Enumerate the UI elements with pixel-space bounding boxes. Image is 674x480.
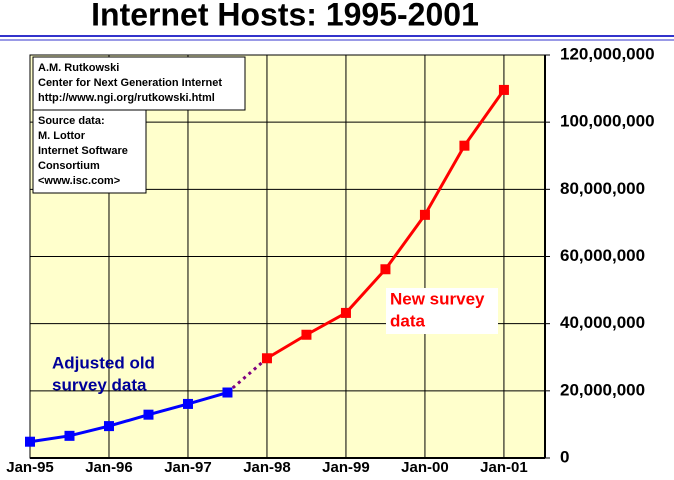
annotation-bg: [386, 288, 498, 334]
source-text: Consortium: [38, 160, 100, 172]
series-line: [29, 391, 228, 444]
source-box: [32, 56, 246, 111]
data-point: [459, 140, 470, 151]
source-text: M. Lottor: [38, 130, 86, 142]
data-point: [25, 436, 35, 447]
x-tick-label: Jan-97: [164, 459, 212, 476]
data-point: [340, 307, 351, 318]
x-tick-label: Jan-98: [243, 459, 291, 476]
annotation: data: [390, 311, 426, 330]
data-point: [419, 209, 430, 220]
chart-title: Internet Hosts: 1995-2001: [91, 0, 479, 32]
data-point: [222, 387, 233, 398]
source-text: Internet Software: [38, 145, 128, 157]
data-point: [182, 398, 193, 409]
data-point: [380, 264, 391, 275]
y-tick-label: 60,000,000: [560, 246, 645, 265]
y-tick-label: 120,000,000: [560, 44, 655, 63]
data-point: [301, 329, 312, 340]
x-tick-label: Jan-99: [322, 459, 370, 476]
x-tick-label: Jan-01: [480, 459, 528, 476]
y-tick-label: 80,000,000: [560, 179, 645, 198]
data-point: [261, 353, 272, 364]
x-tick-label: Jan-95: [6, 459, 54, 476]
annotation: survey data: [52, 375, 147, 394]
y-tick-label: 40,000,000: [560, 313, 645, 332]
data-point: [103, 421, 114, 432]
y-tick-label: 20,000,000: [560, 380, 645, 399]
source-text: A.M. Rutkowski: [38, 62, 119, 74]
source-text: Center for Next Generation Internet: [38, 77, 222, 89]
survey-connector: [226, 357, 268, 394]
source-text: <www.isc.com>: [38, 175, 120, 187]
y-tick-label: 0: [560, 447, 569, 466]
annotation: New survey: [390, 289, 485, 308]
annotation: Adjusted old: [52, 353, 155, 372]
x-tick-label: Jan-96: [85, 459, 133, 476]
source-text: Source data:: [38, 115, 105, 127]
data-point: [143, 409, 154, 420]
data-point: [64, 430, 75, 441]
y-tick-label: 100,000,000: [560, 112, 655, 131]
source-text: http://www.ngi.org/rutkowski.html: [38, 92, 215, 104]
x-tick-label: Jan-00: [401, 459, 449, 476]
source-box: [32, 109, 147, 194]
data-point: [498, 84, 509, 95]
